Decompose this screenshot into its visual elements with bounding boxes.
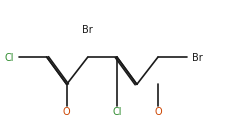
Text: Br: Br — [82, 25, 93, 35]
Text: Cl: Cl — [4, 53, 14, 63]
Text: Cl: Cl — [112, 107, 122, 117]
Text: O: O — [154, 107, 162, 117]
Text: O: O — [63, 107, 70, 117]
Text: Br: Br — [192, 53, 203, 63]
